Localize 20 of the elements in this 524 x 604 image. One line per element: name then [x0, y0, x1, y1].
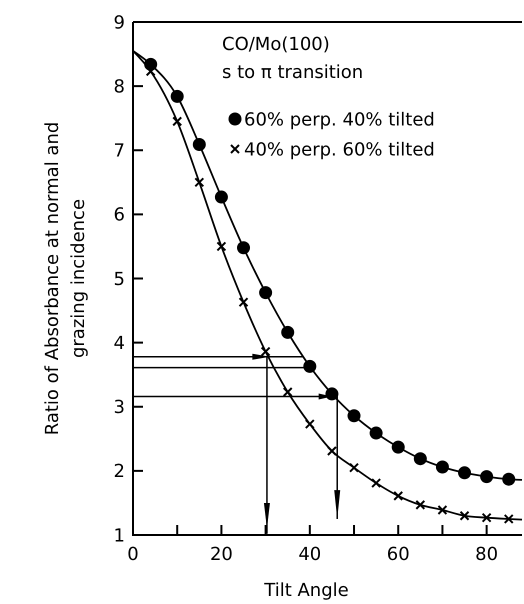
- legend-label: 40% perp. 60% tilted: [244, 139, 435, 160]
- y-tick-label: 9: [114, 12, 125, 34]
- y-axis-title: Ratio of Absorbance at normal and grazing incidence: [42, 122, 89, 436]
- y-tick-label: 3: [114, 397, 125, 418]
- y-tick-label: 2: [114, 461, 125, 482]
- x-tick-label: 80: [475, 544, 498, 565]
- y-tick-label: 7: [114, 140, 125, 162]
- y-tick-label: 1: [114, 525, 125, 546]
- x-tick-label: 0: [127, 544, 139, 565]
- x-tick-label: 60: [386, 544, 410, 565]
- annotation: s to π transition: [222, 62, 364, 83]
- y-tick-label: 8: [114, 76, 125, 98]
- annotation: CO/Mo(100): [222, 34, 330, 55]
- x-tick-label: 20: [210, 544, 233, 565]
- y-tick-label: 4: [114, 332, 125, 354]
- y-tick-label: 5: [114, 268, 125, 290]
- x-axis-title: Tilt Angle: [263, 580, 349, 601]
- legend-label: 60% perp. 40% tilted: [244, 109, 435, 130]
- y-tick-label: 6: [114, 204, 125, 226]
- x-tick-label: 40: [298, 544, 322, 565]
